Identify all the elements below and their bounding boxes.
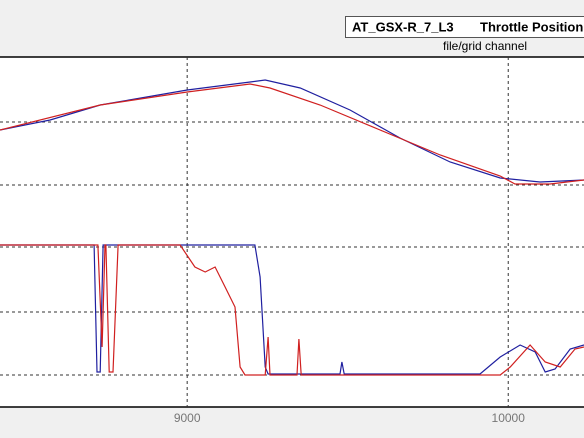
data-line <box>0 83 584 185</box>
data-line <box>0 244 584 375</box>
plot: 9000 10000 <box>0 57 584 425</box>
plot-area <box>0 57 584 407</box>
x-tick-label: 10000 <box>492 411 526 425</box>
legend-caption: file/grid channel <box>443 39 527 53</box>
legend-channel: Throttle Position <box>480 19 583 34</box>
x-tick-label: 9000 <box>174 411 201 425</box>
data-line <box>0 244 584 376</box>
legend-file: AT_GSX-R_7_L3 <box>352 19 454 34</box>
legend-box <box>345 16 584 38</box>
